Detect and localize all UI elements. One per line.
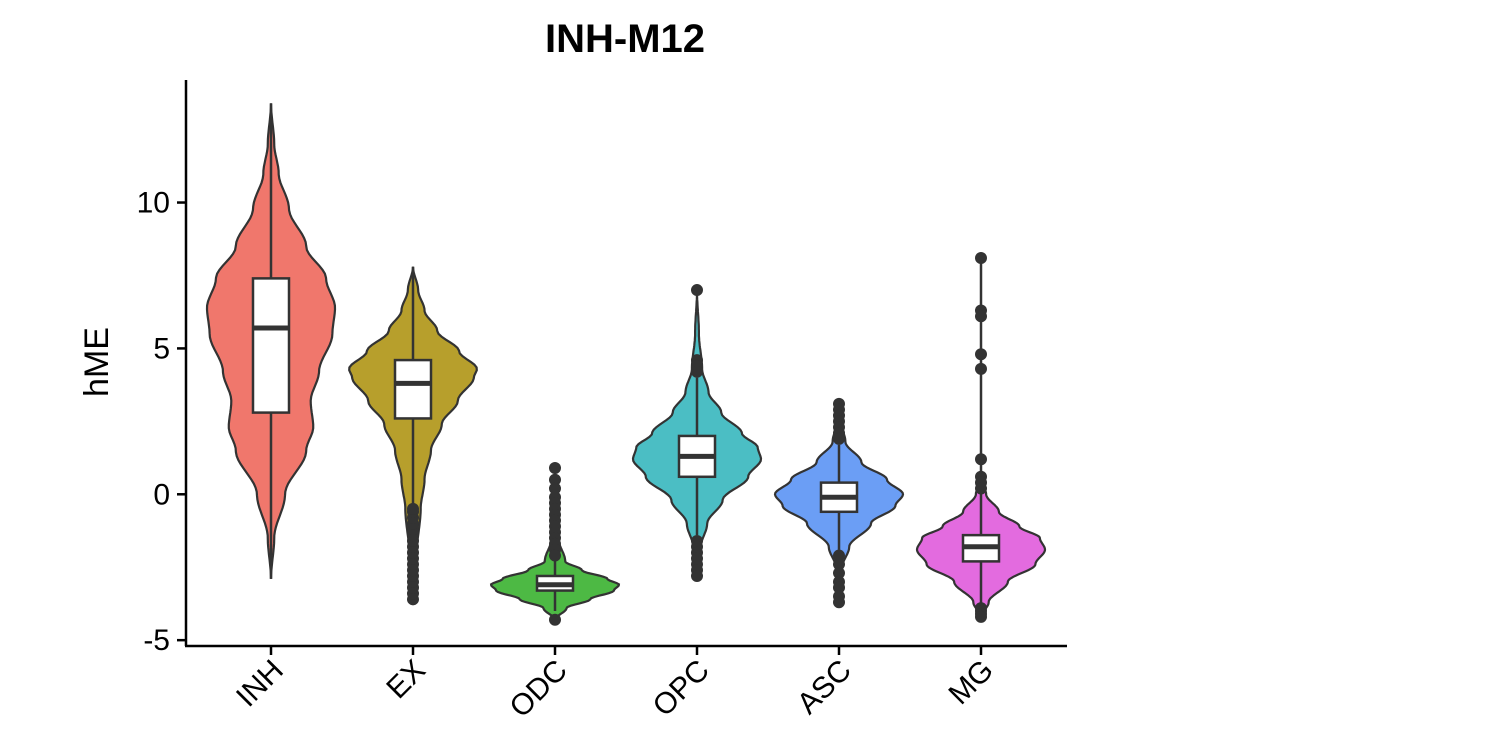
plot-area — [205, 103, 1047, 626]
outlier-point — [975, 453, 987, 466]
violin-opc — [631, 284, 763, 582]
violin-mg — [915, 251, 1047, 623]
y-axis-label: hME — [78, 327, 116, 397]
outlier-point — [691, 569, 703, 582]
outlier-point — [975, 251, 987, 264]
outlier-point — [549, 473, 561, 486]
y-tick-label: -5 — [143, 624, 170, 657]
x-tick-label-inh: INH — [230, 654, 290, 714]
violin-inh — [205, 103, 337, 579]
x-tick-label-mg: MG — [942, 654, 1000, 712]
outlier-point — [833, 558, 845, 571]
outlier-point — [549, 613, 561, 626]
outlier-point — [975, 348, 987, 361]
outlier-point — [833, 567, 845, 580]
violin-odc — [489, 462, 621, 626]
outlier-point — [975, 310, 987, 323]
outlier-point — [549, 482, 561, 495]
outlier-point — [975, 482, 987, 495]
violin-ex — [348, 266, 478, 606]
y-axis-ticks: -5 0 5 10 — [137, 187, 186, 657]
outlier-point — [833, 596, 845, 609]
outlier-point — [975, 610, 987, 623]
y-tick-label: 5 — [153, 332, 170, 365]
violin-asc — [773, 397, 905, 609]
x-axis-ticks: INH EX ODC OPC ASC MG — [230, 646, 1000, 724]
outlier-point — [975, 362, 987, 375]
y-tick-label: 0 — [153, 478, 170, 511]
x-tick-label-ex: EX — [380, 654, 432, 706]
outlier-point — [833, 581, 845, 594]
box — [251, 277, 291, 414]
chart-title: INH-M12 — [545, 17, 705, 61]
outlier-point — [691, 284, 703, 297]
outlier-point — [549, 462, 561, 475]
outlier-point — [549, 549, 561, 562]
x-tick-label-asc: ASC — [791, 654, 858, 721]
outlier-point — [691, 365, 703, 378]
x-tick-label-opc: OPC — [647, 654, 716, 723]
outlier-point — [833, 549, 845, 562]
outlier-point — [833, 432, 845, 445]
y-tick-label: 10 — [137, 187, 170, 220]
box — [393, 358, 433, 420]
outlier-point — [407, 502, 419, 515]
x-tick-label-odc: ODC — [503, 654, 573, 724]
